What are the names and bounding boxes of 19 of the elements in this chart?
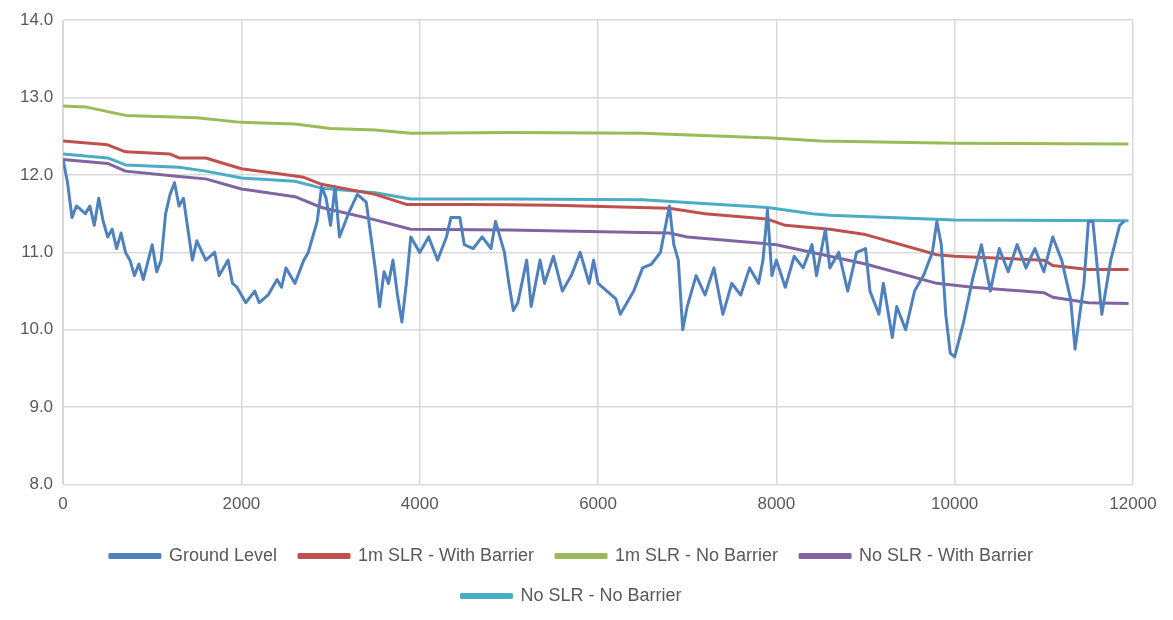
y-tick-label: 12.0	[19, 164, 54, 184]
x-tick-label: 4000	[400, 494, 439, 514]
legend-label: No SLR - No Barrier	[520, 584, 682, 605]
legend-label: No SLR - With Barrier	[859, 544, 1034, 565]
legend-label: 1m SLR - With Barrier	[357, 544, 535, 565]
y-tick-label: 9.0	[29, 396, 54, 416]
y-tick-label: 13.0	[19, 87, 54, 107]
y-tick-label: 14.0	[19, 9, 54, 29]
x-tick-label: 0	[58, 494, 68, 514]
legend-label: 1m SLR - No Barrier	[615, 544, 779, 565]
x-tick-label: 8000	[757, 494, 796, 514]
x-tick-label: 6000	[579, 494, 617, 514]
y-tick-label: 11.0	[21, 242, 54, 262]
x-tick-label: 10000	[931, 494, 979, 514]
y-tick-label: 10.0	[19, 319, 54, 339]
x-tick-label: 12000	[1109, 494, 1157, 514]
legend-label: Ground Level	[168, 544, 277, 565]
x-tick-label: 2000	[222, 494, 261, 514]
y-tick-label: 8.0	[29, 474, 54, 494]
